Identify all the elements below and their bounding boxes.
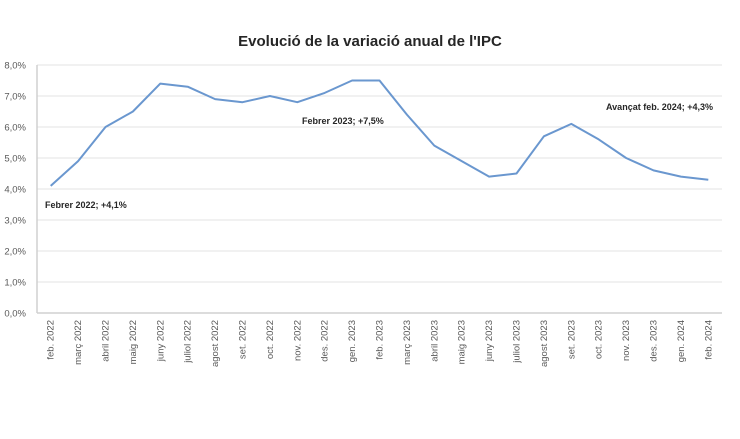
annotations: Febrer 2022; +4,1% Febrer 2023; +7,5% Avan…	[45, 102, 713, 210]
x-tick-label: des. 2023	[649, 320, 660, 362]
ipc-series-line	[50, 79, 709, 187]
x-tick-label: gen. 2024	[676, 320, 687, 362]
data-annotation: Avançat feb. 2024; +4,3%	[606, 102, 713, 112]
x-tick-label: juny 2023	[484, 320, 495, 362]
y-tick-label: 0,0%	[4, 309, 26, 320]
x-tick-label: març 2023	[402, 320, 413, 365]
y-tick-label: 5,0%	[4, 154, 26, 165]
x-tick-label: abril 2022	[101, 320, 112, 362]
gridlines	[36, 64, 722, 314]
x-tick-label: gen. 2023	[347, 320, 358, 362]
x-tick-label: feb. 2023	[375, 320, 386, 360]
x-tick-label: oct. 2023	[594, 320, 605, 359]
y-axis: 0,0% 1,0% 2,0% 3,0% 4,0% 5,0% 6,0% 7,0% 8,0%	[4, 61, 26, 320]
y-tick-label: 2,0%	[4, 247, 26, 258]
y-tick-label: 4,0%	[4, 185, 26, 196]
x-tick-label: set. 2022	[238, 320, 249, 359]
x-tick-label: feb. 2024	[703, 320, 714, 360]
x-tick-label: des. 2022	[320, 320, 331, 362]
x-tick-label: agost 2023	[539, 320, 550, 367]
x-tick-label: març 2022	[73, 320, 84, 365]
x-tick-label: oct. 2022	[265, 320, 276, 359]
data-annotation: Febrer 2023; +7,5%	[302, 116, 384, 126]
data-annotation: Febrer 2022; +4,1%	[45, 200, 127, 210]
x-tick-label: feb. 2022	[46, 320, 57, 360]
x-tick-label: maig 2023	[457, 320, 468, 364]
y-tick-label: 7,0%	[4, 92, 26, 103]
chart-title: Evolució de la variació anual de l'IPC	[238, 33, 502, 50]
y-tick-label: 3,0%	[4, 216, 26, 227]
x-tick-label: nov. 2023	[621, 320, 632, 361]
x-tick-label: abril 2023	[429, 320, 440, 362]
x-tick-label: agost 2022	[210, 320, 221, 367]
x-tick-label: nov. 2022	[292, 320, 303, 361]
x-tick-label: maig 2022	[128, 320, 139, 364]
y-tick-label: 6,0%	[4, 123, 26, 134]
x-tick-label: juliol 2022	[183, 320, 194, 364]
x-tick-label: juny 2022	[155, 320, 166, 362]
x-axis: feb. 2022 març 2022 abril 2022 maig 2022 jun…	[46, 320, 715, 367]
y-tick-label: 8,0%	[4, 61, 26, 72]
x-tick-label: juliol 2023	[512, 320, 523, 364]
y-tick-label: 1,0%	[4, 278, 26, 289]
x-tick-label: set. 2023	[566, 320, 577, 359]
